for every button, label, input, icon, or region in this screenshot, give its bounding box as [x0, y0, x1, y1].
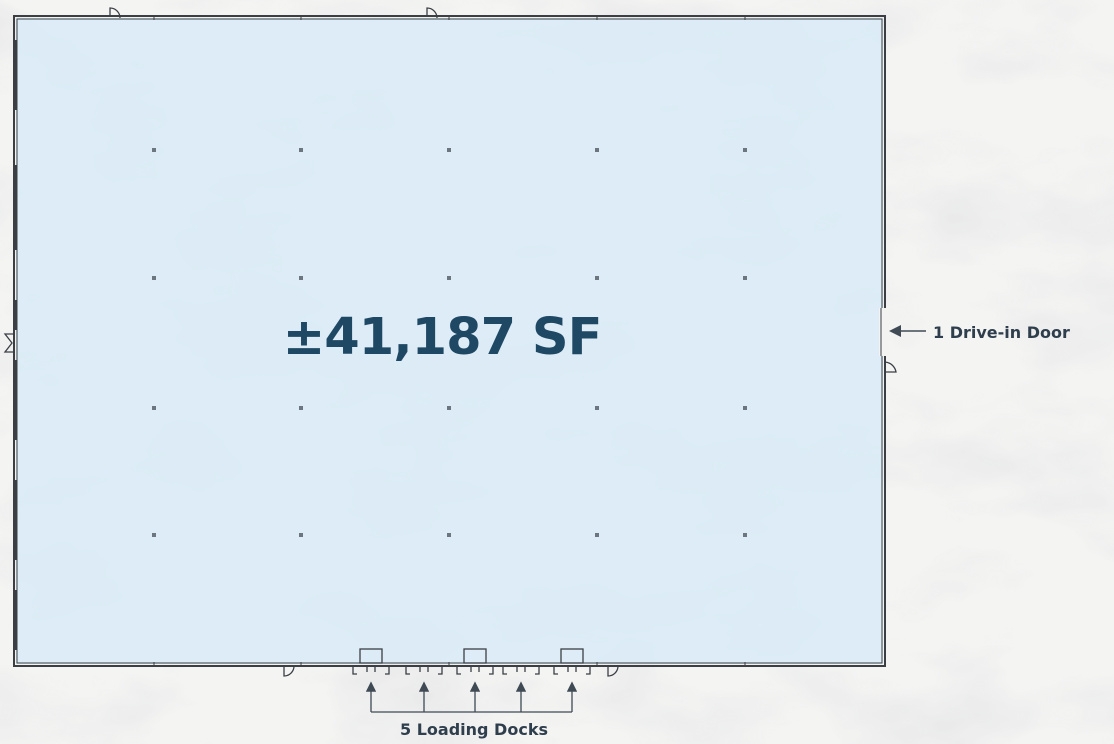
structural-column	[447, 276, 451, 280]
warehouse-floor	[16, 18, 883, 664]
structural-column	[743, 276, 747, 280]
loading-dock-callout-arrows	[365, 681, 578, 713]
bottom-door-right	[607, 665, 619, 677]
right-door	[884, 361, 897, 373]
structural-column	[299, 406, 303, 410]
structural-column	[743, 406, 747, 410]
doors	[3, 7, 897, 677]
structural-column	[595, 148, 599, 152]
loading-docks	[352, 648, 591, 675]
structural-column	[299, 533, 303, 537]
structural-column	[299, 148, 303, 152]
drive-in-door-label: 1 Drive-in Door	[933, 323, 1070, 342]
loading-dock	[352, 648, 390, 675]
structural-column	[152, 533, 156, 537]
loading-dock	[456, 648, 494, 675]
structural-column	[447, 406, 451, 410]
structural-column	[595, 533, 599, 537]
loading-dock	[405, 665, 443, 675]
bottom-door-left	[283, 665, 295, 677]
structural-column	[595, 276, 599, 280]
total-area-label: ±41,187 SF	[282, 308, 603, 367]
loading-dock	[553, 648, 591, 675]
structural-column	[447, 148, 451, 152]
top-door-right	[426, 7, 438, 19]
structural-column	[743, 148, 747, 152]
structural-column	[447, 533, 451, 537]
loading-dock	[502, 665, 540, 675]
structural-column-grid	[152, 148, 747, 537]
wall-ticks	[153, 16, 746, 666]
structural-column	[595, 406, 599, 410]
top-door-left	[109, 7, 121, 19]
drive-in-door	[879, 308, 889, 356]
loading-docks-label: 5 Loading Docks	[400, 720, 548, 739]
structural-column	[152, 148, 156, 152]
structural-column	[152, 276, 156, 280]
structural-column	[299, 276, 303, 280]
structural-column	[743, 533, 747, 537]
structural-column	[152, 406, 156, 410]
left-door	[3, 333, 14, 353]
